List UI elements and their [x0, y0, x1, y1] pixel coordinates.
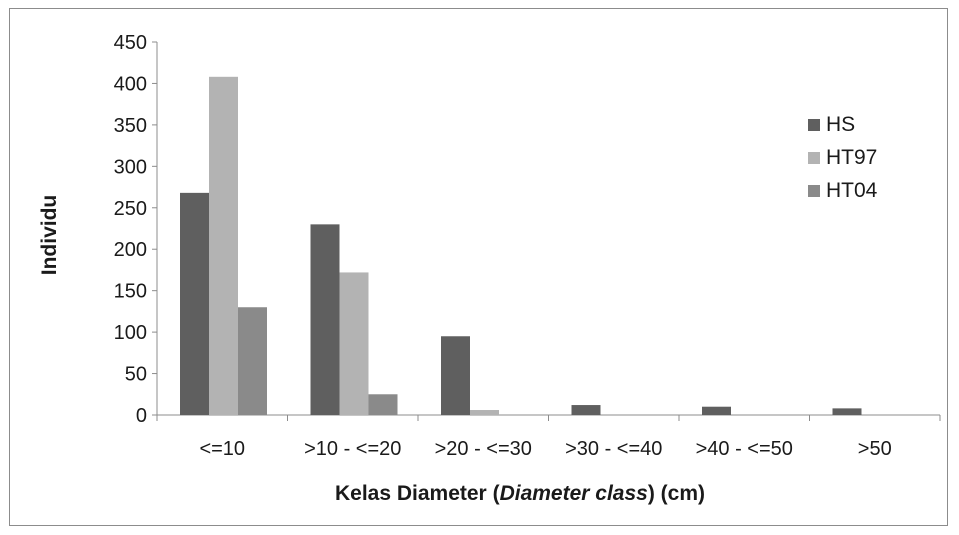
y-tick-label: 400	[114, 73, 147, 95]
y-tick-label: 0	[136, 405, 147, 427]
bar-ht04-0	[238, 307, 267, 415]
x-axis-title-part-1: Kelas Diameter (	[335, 482, 500, 505]
bar-hs-4	[702, 406, 731, 415]
x-category-label: >40 - <=50	[696, 438, 793, 460]
x-category-label: >20 - <=30	[435, 438, 532, 460]
x-category-label: <=10	[199, 438, 245, 460]
y-tick-label: 50	[125, 364, 147, 386]
bar-hs-1	[310, 224, 340, 415]
bar-hs-0	[180, 192, 209, 415]
y-tick-label: 450	[114, 32, 147, 54]
y-tick-label: 250	[114, 198, 147, 220]
x-category-label: >30 - <=40	[565, 438, 662, 460]
x-category-label: >10 - <=20	[304, 438, 401, 460]
x-axis-title-italic: Diameter class	[500, 482, 648, 505]
y-tick-label: 300	[114, 156, 147, 178]
x-axis-title-part-3: ) (cm)	[648, 482, 705, 505]
legend-label-ht97: HT97	[826, 146, 877, 169]
legend-label-hs: HS	[826, 113, 855, 136]
y-tick-label: 100	[114, 322, 147, 344]
bar-ht97-1	[339, 272, 369, 415]
chart-frame	[9, 8, 948, 526]
y-axis-title: Individu	[38, 195, 61, 276]
bars	[180, 76, 862, 416]
legend-swatch-ht97	[808, 152, 820, 164]
y-axis-ticks: 0 50 100 150 200 250 300 350 400 450	[114, 32, 157, 427]
x-category-label: >50	[858, 438, 892, 460]
x-axis-ticks: <=10 >10 - <=20 >20 - <=30 >30 - <=40 >40 - …	[156, 415, 941, 460]
bar-hs-2	[441, 336, 470, 415]
y-tick-label: 350	[114, 115, 147, 137]
legend-swatch-hs	[808, 119, 820, 131]
legend: HS HT97 HT04	[808, 113, 878, 202]
bar-hs-5	[832, 408, 862, 415]
y-tick-label: 200	[114, 239, 147, 261]
bar-ht04-1	[368, 394, 398, 415]
legend-label-ht04: HT04	[826, 179, 878, 202]
x-axis-title: Kelas Diameter (Diameter class) (cm)	[335, 482, 705, 505]
bar-ht97-2	[470, 410, 499, 415]
bar-ht97-0	[209, 76, 238, 416]
y-tick-label: 150	[114, 281, 147, 303]
legend-swatch-ht04	[808, 185, 820, 197]
bar-hs-3	[571, 405, 601, 415]
